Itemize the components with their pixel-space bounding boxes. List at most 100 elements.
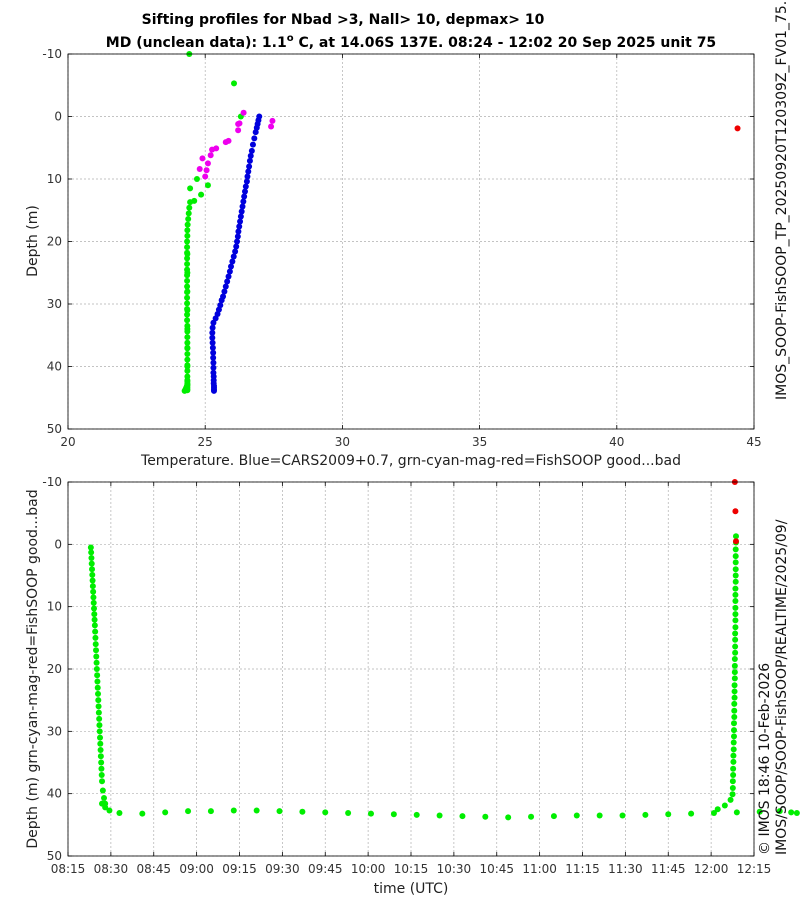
data-point-bottom [106, 807, 113, 814]
data-point-ascent [731, 707, 738, 714]
data-point-CARS2009+0.7 [210, 387, 217, 394]
data-point-CARS2009+0.7 [229, 258, 236, 265]
data-point-descent [94, 672, 101, 679]
data-point-good [231, 80, 238, 87]
data-point-good [184, 244, 191, 251]
x-tick-label: 45 [746, 435, 761, 449]
data-point-CARS2009+0.7 [210, 364, 217, 371]
data-point-CARS2009+0.7 [237, 218, 244, 225]
data-point-bottom [162, 809, 169, 816]
data-point-ascent [729, 778, 736, 785]
data-point-descent [89, 577, 96, 584]
data-point-ascent-top [732, 533, 739, 540]
data-point-good [184, 356, 191, 363]
data-point-ascent [732, 591, 739, 598]
data-point-descent [92, 628, 99, 635]
data-point-descent [93, 666, 100, 672]
data-point-magenta [204, 160, 211, 167]
data-point-CARS2009+0.7 [210, 349, 217, 356]
figure-title-line2: MD (unclean data): 1.1o C, at 14.06S 137… [106, 33, 716, 51]
data-point-CARS2009+0.7 [240, 198, 247, 205]
chart2-ticks: 08:15 08:30 08:45 09:00 09:15 09:30 09:45 10:00… [42, 475, 771, 876]
data-point-ascent [727, 796, 734, 803]
x-tick-label: 10:00 [351, 862, 386, 876]
data-point-CARS2009+0.7 [234, 233, 241, 240]
data-point-good [185, 216, 192, 222]
x-tick-label: 12:15 [737, 862, 772, 876]
data-point-bottom [253, 807, 260, 814]
data-point-descent [90, 588, 97, 595]
realtime-path-label: IMOS/SOOP/SOOP-FishSOOP/REALTIME/2025/09… [774, 519, 790, 855]
data-point-CARS2009+0.7 [241, 188, 248, 195]
data-point-CARS2009+0.7 [209, 344, 216, 351]
data-point-descent [92, 641, 99, 648]
data-point-bottom [390, 811, 397, 818]
data-point-descent [91, 611, 98, 618]
x-tick-label: 30 [335, 435, 350, 449]
data-point-ascent [731, 694, 738, 701]
data-point-ascent [732, 578, 739, 585]
data-point-descent [91, 605, 98, 612]
y-tick-label: 40 [47, 360, 62, 374]
data-point-good [187, 185, 194, 192]
data-point-descent [96, 722, 103, 729]
degree-superscript: o [287, 33, 294, 44]
data-point-ascent [732, 624, 739, 631]
data-point-descent [95, 709, 102, 716]
data-point-bottom [185, 808, 192, 815]
data-point-descent [88, 549, 95, 556]
data-point-descent [97, 734, 104, 741]
data-point-CARS2009+0.7 [233, 243, 240, 250]
data-point-CARS2009+0.7 [239, 203, 246, 210]
data-point-good [184, 363, 191, 370]
data-point-ascent [730, 720, 737, 727]
data-point-ascent [732, 617, 739, 624]
data-point-good [184, 300, 191, 307]
data-point-CARS2009+0.7 [246, 163, 253, 170]
data-point-CARS2009+0.7 [232, 248, 239, 255]
data-point-ascent [731, 713, 738, 720]
x-tick-label: 08:30 [94, 862, 129, 876]
data-point-good [198, 191, 205, 198]
data-point-CARS2009+0.7 [243, 178, 250, 185]
data-point-good [184, 283, 191, 290]
data-point-ascent [732, 636, 739, 643]
data-point-ascent [730, 758, 737, 765]
data-point-magenta [240, 109, 247, 116]
x-tick-label: 35 [472, 435, 487, 449]
data-point-ascent [732, 649, 739, 656]
data-point-CARS2009+0.7 [234, 238, 241, 245]
data-point-ascent [730, 727, 737, 734]
data-point-descent [96, 715, 103, 722]
data-point-good [184, 232, 191, 239]
data-point-bottom [367, 810, 374, 817]
x-tick-label: 10:45 [479, 862, 514, 876]
data-point-bottom [573, 812, 580, 819]
data-point-bottom [528, 813, 535, 820]
data-point-good [186, 204, 193, 211]
data-point-good [193, 176, 200, 182]
data-point-good [184, 221, 191, 228]
data-point-ascent [731, 682, 738, 689]
data-point-descent [90, 599, 97, 606]
x-tick-label: 10:30 [437, 862, 472, 876]
copyright-label: © IMOS 18:46 10-Feb-2026 [757, 663, 773, 855]
y-tick-label: 10 [47, 172, 62, 186]
data-point-ascent [731, 656, 738, 663]
data-point-descent [101, 795, 108, 802]
data-point-ascent [732, 598, 739, 605]
y-tick-label: 30 [47, 297, 62, 311]
data-point-bottom [733, 809, 740, 816]
data-point-CARS2009+0.7 [209, 339, 216, 346]
data-point-descent [99, 778, 106, 785]
data-point-bottom [322, 809, 329, 816]
data-point-descent [96, 728, 103, 735]
data-point-CARS2009+0.7 [230, 253, 237, 260]
data-point-bottom [139, 810, 146, 817]
data-point-CARS2009+0.7 [249, 141, 256, 148]
data-point-CARS2009+0.7 [224, 278, 231, 285]
data-point-CARS2009+0.7 [238, 208, 245, 215]
data-point-good [184, 307, 191, 314]
data-point-CARS2009+0.7 [252, 129, 259, 136]
data-point-bottom [776, 808, 783, 815]
